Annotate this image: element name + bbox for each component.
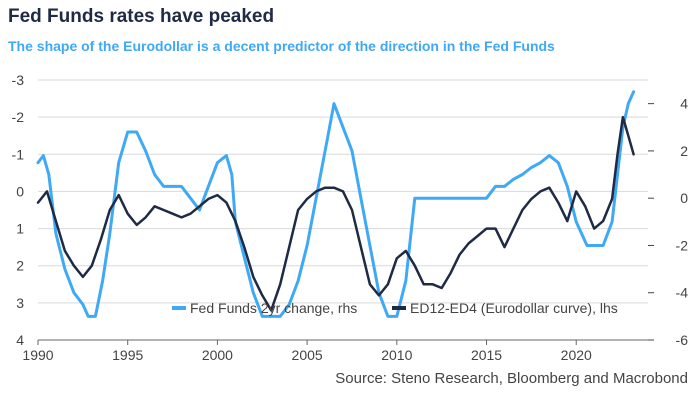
left-tick-label: -3 xyxy=(12,72,25,88)
series-line-eurodollar xyxy=(36,115,635,312)
left-tick-label: 0 xyxy=(16,183,24,199)
right-tick-label: 2 xyxy=(680,143,688,159)
right-axis-ticks: 4 2 0 -2 -4 -6 xyxy=(648,96,688,348)
left-tick-label: -1 xyxy=(12,146,25,162)
left-tick-label: 2 xyxy=(16,258,24,274)
series-lines xyxy=(36,90,636,318)
right-tick-label: -4 xyxy=(676,285,689,301)
x-tick-label: 2005 xyxy=(292,347,323,363)
chart-title: Fed Funds rates have peaked xyxy=(8,6,275,27)
x-tick-label: 2000 xyxy=(202,347,233,363)
x-tick-label: 1995 xyxy=(112,347,143,363)
series-line-fed-funds xyxy=(36,90,636,318)
x-axis-ticks: 1990 1995 2000 2005 2010 2015 2020 xyxy=(22,339,648,363)
x-tick-label: 2020 xyxy=(561,347,592,363)
legend-label: Fed Funds 2yr change, rhs xyxy=(190,300,357,316)
left-tick-label: -2 xyxy=(12,109,25,125)
left-axis-ticks: -3 -2 -1 0 1 2 3 4 xyxy=(12,72,25,348)
right-tick-label: 0 xyxy=(680,190,688,206)
right-tick-label: -2 xyxy=(676,237,689,253)
right-tick-label: -6 xyxy=(676,332,689,348)
legend-label: ED12-ED4 (Eurodollar curve), lhs xyxy=(410,300,618,316)
left-tick-label: 3 xyxy=(16,295,24,311)
x-tick-label: 2010 xyxy=(381,347,412,363)
legend: Fed Funds 2yr change, rhs ED12-ED4 (Eurod… xyxy=(172,300,618,316)
x-tick-label: 2015 xyxy=(471,347,502,363)
left-tick-label: 4 xyxy=(16,332,24,348)
left-tick-label: 1 xyxy=(16,221,24,237)
source-note: Source: Steno Research, Bloomberg and Ma… xyxy=(335,370,688,387)
x-tick-label: 1990 xyxy=(22,347,53,363)
chart-subtitle: The shape of the Eurodollar is a decent … xyxy=(8,38,555,54)
right-tick-label: 4 xyxy=(680,96,688,112)
